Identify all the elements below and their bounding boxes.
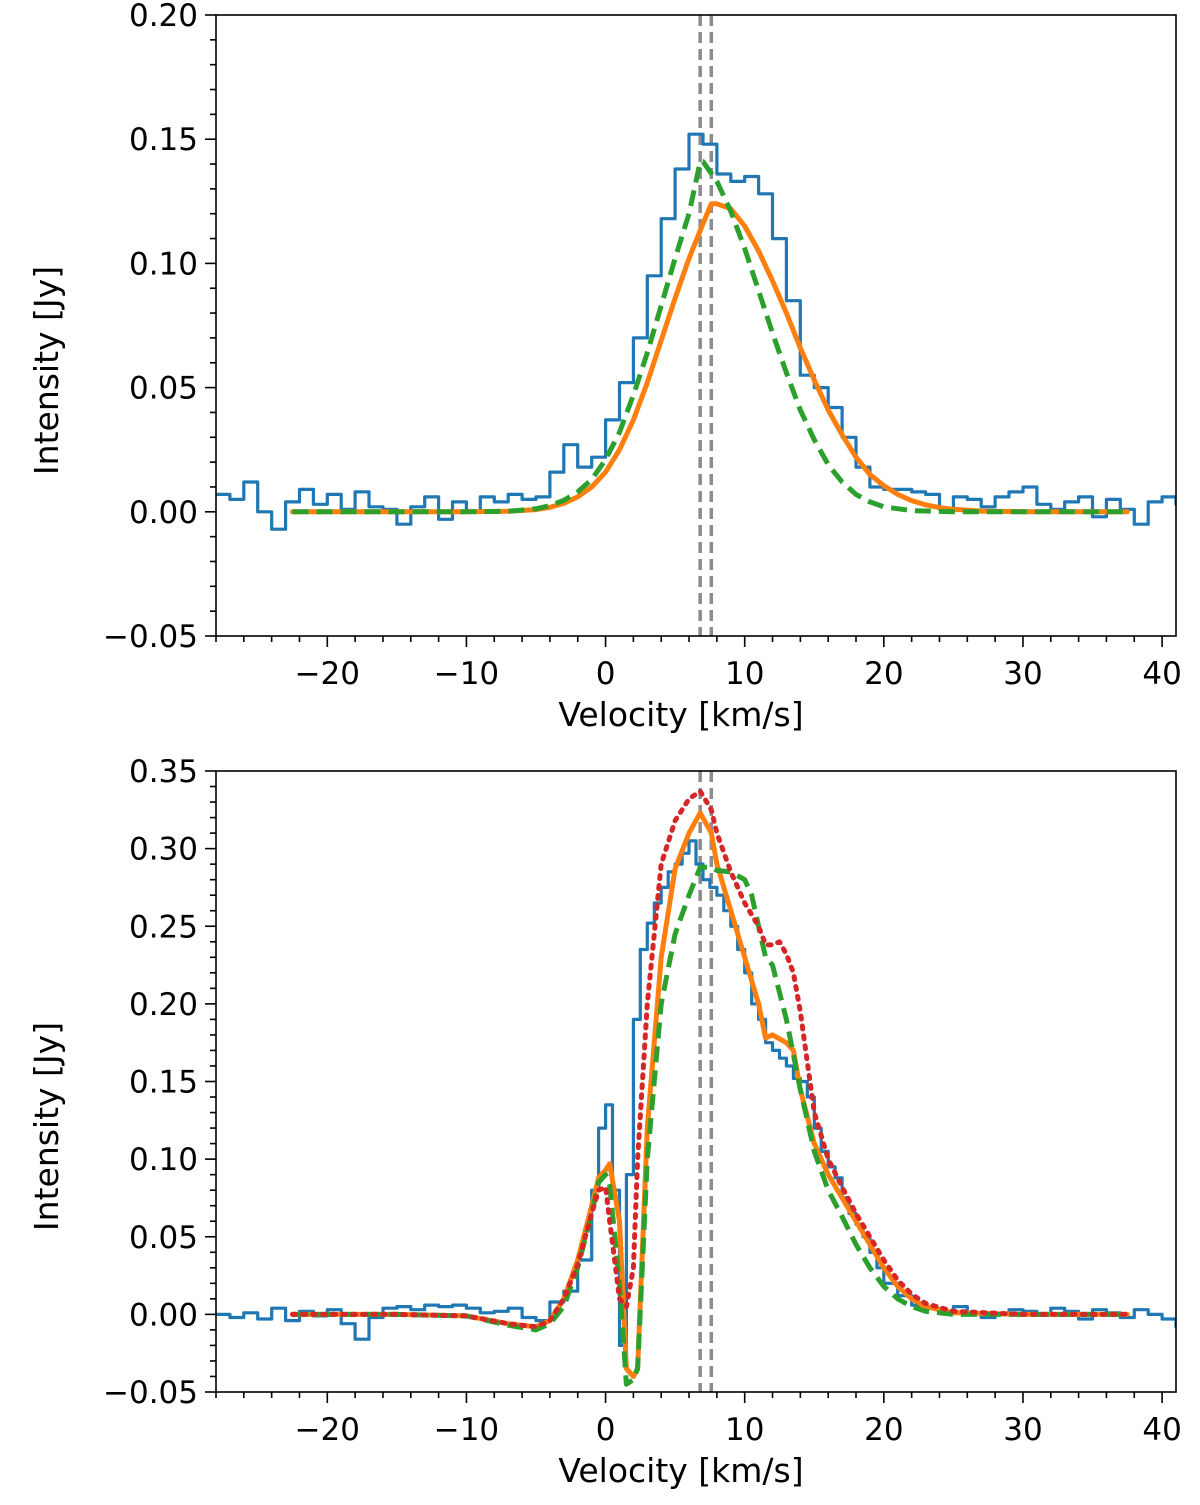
y-tick-label: 0.35 bbox=[129, 754, 198, 790]
y-tick-label: 0.10 bbox=[129, 246, 198, 282]
x-tick-label: 0 bbox=[596, 1412, 616, 1448]
y-tick-label: −0.05 bbox=[103, 619, 198, 655]
x-tick-label: −10 bbox=[434, 1412, 499, 1448]
x-tick-label: −20 bbox=[295, 656, 360, 692]
y-tick-label: 0.15 bbox=[129, 122, 198, 158]
x-tick-label: 10 bbox=[725, 1412, 764, 1448]
plot-area bbox=[216, 15, 1176, 636]
series-model-fit-dotted bbox=[290, 788, 1130, 1330]
y-tick-label: 0.20 bbox=[129, 0, 198, 34]
y-tick-label: 0.00 bbox=[129, 1297, 198, 1333]
panel-top: −20 −10 0 10 20 30 40 −0.05 0.00 0.05 0.10 0.15 0.20… bbox=[27, 0, 1182, 734]
y-tick-label: 0.05 bbox=[129, 371, 198, 407]
y-tick-label: 0.05 bbox=[129, 1220, 198, 1256]
y-tick-label: 0.15 bbox=[129, 1065, 198, 1101]
x-tick-label: −10 bbox=[434, 656, 499, 692]
y-tick-label: 0.20 bbox=[129, 987, 198, 1023]
y-tick-label: 0.00 bbox=[129, 495, 198, 531]
x-tick-label: 10 bbox=[725, 656, 764, 692]
series-observed bbox=[216, 132, 1176, 531]
y-axis-title: Intensity [Jy] bbox=[27, 266, 66, 475]
x-tick-label: −20 bbox=[295, 1412, 360, 1448]
plot-area bbox=[216, 771, 1176, 1392]
x-axis-title: Velocity [km/s] bbox=[558, 1451, 803, 1490]
x-axis-title: Velocity [km/s] bbox=[558, 695, 803, 734]
y-axis-title: Intensity [Jy] bbox=[27, 1022, 66, 1231]
x-tick-label: 40 bbox=[1142, 1412, 1181, 1448]
y-tick-label: 0.10 bbox=[129, 1142, 198, 1178]
y-tick-label: 0.30 bbox=[129, 832, 198, 868]
axes-frame bbox=[215, 14, 1177, 637]
x-tick-label: 20 bbox=[864, 1412, 903, 1448]
x-tick-label: 30 bbox=[1003, 656, 1042, 692]
x-tick-label: 20 bbox=[864, 656, 903, 692]
series-model-fit-dashed bbox=[292, 864, 1128, 1387]
series-model-fit-dashed bbox=[292, 159, 1128, 515]
x-tick-label: 40 bbox=[1142, 656, 1181, 692]
x-tick-label: 30 bbox=[1003, 1412, 1042, 1448]
panel-bottom: −20 −10 0 10 20 30 40 −0.05 0.00 0.05 0.10 0.15 0.20… bbox=[27, 754, 1182, 1490]
y-tick-label: −0.05 bbox=[103, 1375, 198, 1411]
x-tick-label: 0 bbox=[596, 656, 616, 692]
y-tick-label: 0.25 bbox=[129, 909, 198, 945]
